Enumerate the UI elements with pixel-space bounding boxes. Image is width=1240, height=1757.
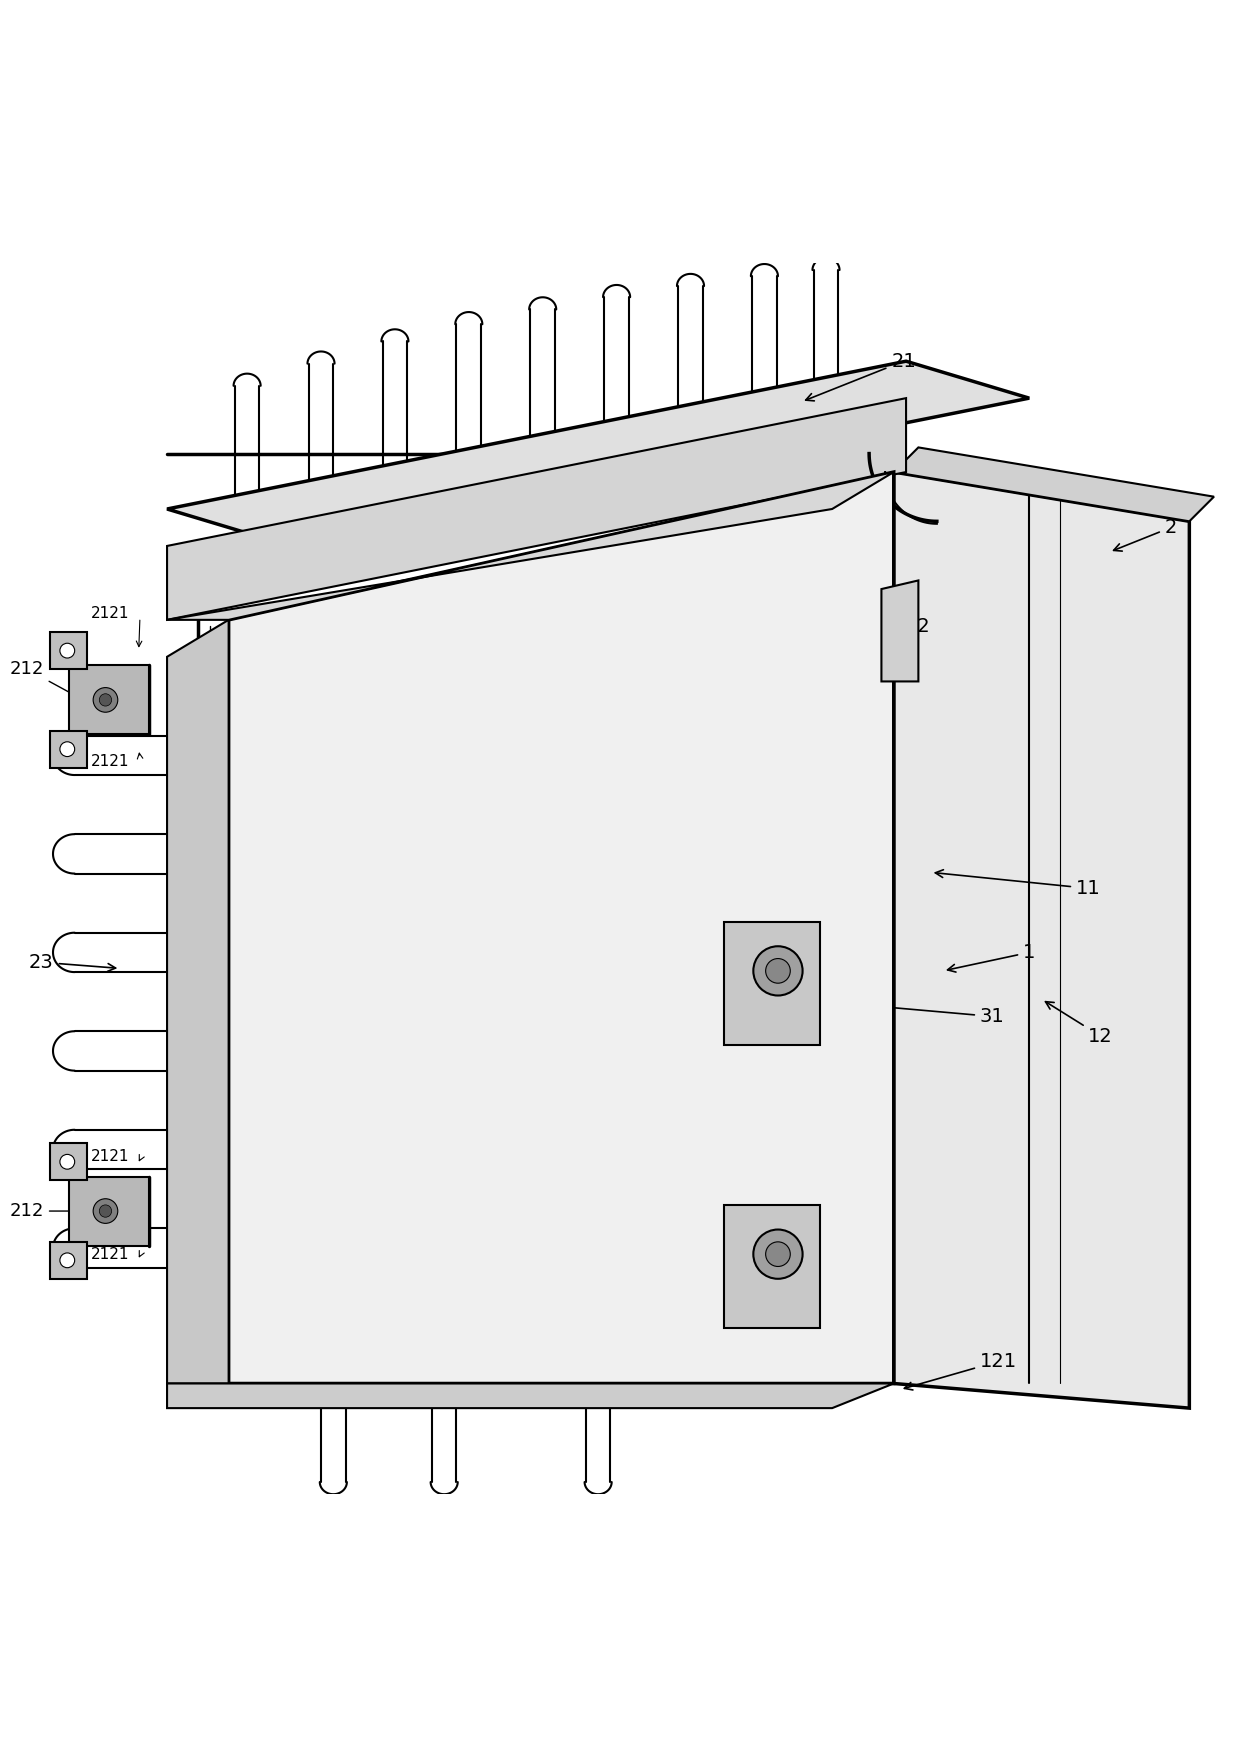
- Circle shape: [60, 1154, 74, 1168]
- Polygon shape: [894, 473, 1189, 1407]
- Circle shape: [99, 694, 112, 706]
- Text: 12: 12: [1045, 1001, 1114, 1045]
- Polygon shape: [50, 1242, 87, 1279]
- Polygon shape: [50, 1144, 87, 1181]
- Text: 2: 2: [1114, 518, 1177, 552]
- Polygon shape: [167, 362, 1029, 546]
- Text: 2121: 2121: [91, 1247, 129, 1262]
- Text: 11: 11: [935, 870, 1101, 898]
- Circle shape: [754, 947, 802, 996]
- Circle shape: [60, 741, 74, 757]
- Polygon shape: [167, 473, 894, 620]
- Text: 121: 121: [904, 1351, 1017, 1390]
- Circle shape: [765, 959, 790, 984]
- Polygon shape: [167, 620, 228, 1383]
- Text: 31: 31: [830, 1000, 1004, 1026]
- Text: 212: 212: [10, 661, 79, 698]
- Polygon shape: [50, 731, 87, 768]
- Text: 3: 3: [622, 956, 769, 993]
- Polygon shape: [724, 1205, 820, 1328]
- Text: 2121: 2121: [91, 754, 129, 770]
- Polygon shape: [894, 448, 1214, 522]
- Text: 23: 23: [29, 952, 115, 972]
- Text: 21: 21: [806, 351, 916, 401]
- Text: 122: 122: [238, 1189, 273, 1207]
- Polygon shape: [724, 922, 820, 1045]
- Circle shape: [93, 687, 118, 712]
- Polygon shape: [68, 666, 149, 734]
- Text: 2121: 2121: [91, 606, 129, 622]
- Circle shape: [93, 1198, 118, 1223]
- Circle shape: [60, 1253, 74, 1269]
- Text: 212: 212: [10, 1202, 79, 1219]
- Text: 122: 122: [238, 731, 273, 750]
- Polygon shape: [167, 1383, 894, 1407]
- Text: 33: 33: [744, 903, 766, 921]
- Polygon shape: [167, 399, 906, 620]
- Polygon shape: [50, 633, 87, 669]
- Text: 1: 1: [947, 944, 1035, 972]
- Circle shape: [754, 1230, 802, 1279]
- Text: 2121: 2121: [91, 1149, 129, 1165]
- Polygon shape: [68, 1177, 149, 1246]
- Circle shape: [99, 1205, 112, 1218]
- Circle shape: [765, 1242, 790, 1267]
- Text: 22: 22: [900, 604, 931, 636]
- Polygon shape: [882, 580, 919, 682]
- Text: 3: 3: [622, 1239, 769, 1277]
- Polygon shape: [228, 473, 894, 1383]
- Circle shape: [60, 643, 74, 659]
- Text: 33: 33: [744, 1212, 766, 1230]
